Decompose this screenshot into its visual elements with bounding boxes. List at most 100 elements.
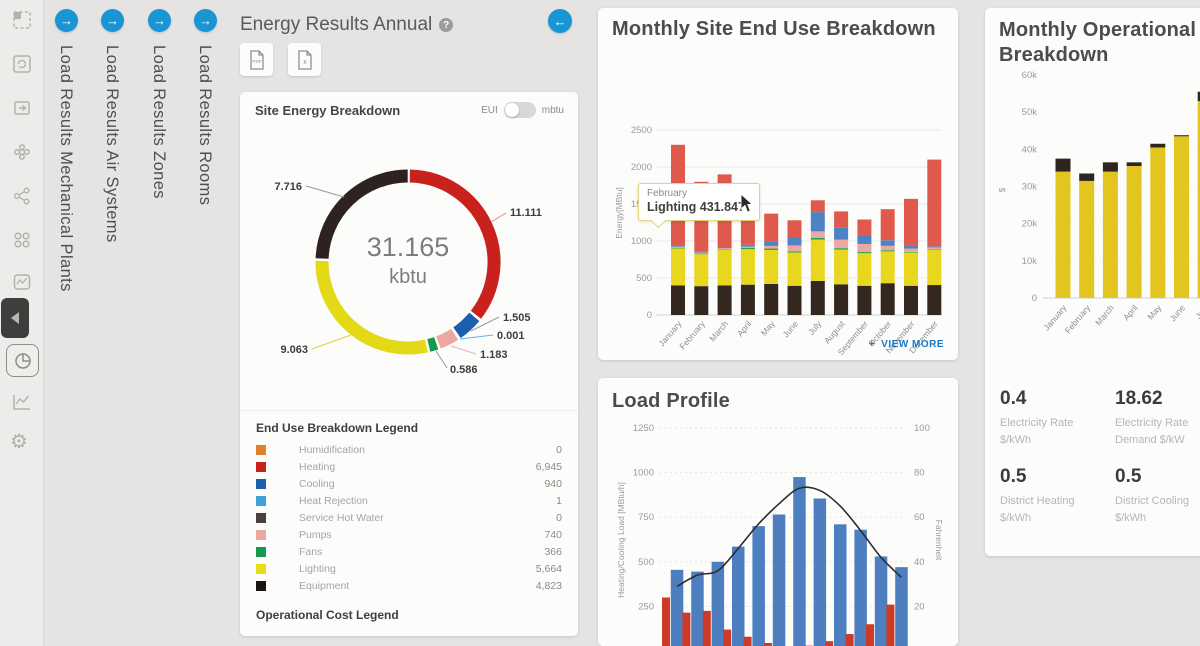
bar-segment[interactable] (810, 238, 825, 240)
cooling-bar[interactable] (752, 526, 765, 646)
bar-segment[interactable] (717, 248, 732, 250)
bar-segment[interactable] (717, 285, 732, 315)
bar-segment[interactable] (857, 235, 872, 244)
export-pdf-button[interactable]: PDF (240, 43, 273, 76)
bar-segment[interactable] (694, 251, 709, 253)
bar-segment[interactable] (904, 252, 918, 286)
bar-segment[interactable] (787, 285, 802, 315)
bar-segment[interactable] (857, 243, 872, 253)
bar-segment[interactable] (880, 250, 895, 252)
cooling-bar[interactable] (772, 514, 786, 646)
expand-panel-button-air-systems[interactable]: → (101, 9, 124, 32)
heating-bar[interactable] (825, 641, 834, 646)
bar-segment[interactable] (810, 231, 825, 239)
bar-segment[interactable] (927, 285, 942, 315)
bar-segment[interactable] (740, 248, 755, 250)
bar-segment[interactable] (717, 249, 732, 250)
cooling-bar[interactable] (834, 524, 847, 646)
bar-segment[interactable] (857, 219, 872, 236)
cooling-bar[interactable] (854, 529, 867, 646)
bar-segment[interactable] (1174, 136, 1189, 298)
back-button[interactable]: ← (548, 9, 572, 33)
bar-segment[interactable] (810, 280, 825, 315)
cooling-bar[interactable] (670, 569, 684, 646)
bar-segment[interactable] (694, 253, 709, 255)
bar-segment[interactable] (1150, 143, 1166, 148)
bar-segment[interactable] (740, 249, 755, 285)
bar-segment[interactable] (787, 251, 802, 253)
bar-segment[interactable] (1126, 166, 1142, 298)
components-grid-icon[interactable] (10, 228, 34, 252)
bar-segment[interactable] (717, 249, 732, 286)
bar-segment[interactable] (1102, 162, 1118, 172)
bar-segment[interactable] (810, 239, 825, 281)
bar-segment[interactable] (904, 245, 918, 249)
marquee-select-icon[interactable] (10, 8, 34, 32)
donut-segment-cooling[interactable] (453, 312, 480, 339)
bar-segment[interactable] (880, 283, 895, 315)
bar-segment[interactable] (904, 198, 918, 246)
heating-bar[interactable] (702, 610, 711, 646)
bar-segment[interactable] (787, 238, 802, 246)
bar-segment[interactable] (717, 247, 732, 249)
view-more-link[interactable]: + VIEW MORE (869, 339, 944, 350)
bar-segment[interactable] (1055, 158, 1071, 172)
heating-bar[interactable] (682, 612, 691, 646)
bar-segment[interactable] (904, 251, 918, 253)
bar-segment[interactable] (787, 220, 802, 239)
heating-bar[interactable] (723, 629, 732, 646)
collapse-sidebar-button[interactable] (1, 298, 29, 338)
bar-segment[interactable] (671, 248, 685, 286)
share-nodes-icon[interactable] (10, 184, 34, 208)
heating-bar[interactable] (886, 604, 895, 646)
bar-segment[interactable] (764, 213, 779, 242)
bar-segment[interactable] (1197, 91, 1200, 102)
bar-segment[interactable] (764, 248, 779, 250)
eui-mbtu-toggle[interactable] (503, 102, 536, 118)
pie-chart-tool-button[interactable] (6, 344, 39, 377)
bar-segment[interactable] (764, 241, 779, 246)
bar-segment[interactable] (927, 247, 942, 250)
cooling-bar[interactable] (711, 561, 725, 646)
bar-segment[interactable] (1150, 147, 1166, 298)
bar-segment[interactable] (880, 240, 895, 246)
bar-segment[interactable] (671, 285, 685, 315)
expand-panel-button-rooms[interactable]: → (194, 9, 217, 32)
donut-segment-pumps[interactable] (436, 328, 459, 349)
bar-segment[interactable] (834, 227, 849, 240)
bar-segment[interactable] (1055, 171, 1071, 298)
bar-segment[interactable] (904, 285, 918, 315)
donut-segment-lighting[interactable] (315, 260, 428, 355)
heating-bar[interactable] (764, 642, 772, 646)
hvac-system-icon[interactable] (10, 140, 34, 164)
bar-segment[interactable] (834, 211, 849, 228)
bar-segment[interactable] (927, 246, 942, 248)
bar-segment[interactable] (671, 245, 685, 247)
bar-segment[interactable] (880, 245, 895, 251)
bar-segment[interactable] (1197, 101, 1200, 299)
donut-segment-equipment[interactable] (315, 169, 408, 259)
bar-segment[interactable] (787, 252, 802, 286)
bar-segment[interactable] (857, 252, 872, 254)
export-panel-icon[interactable] (10, 96, 34, 120)
bar-segment[interactable] (810, 212, 825, 232)
bar-segment[interactable] (671, 246, 685, 248)
bar-segment[interactable] (764, 249, 779, 284)
bar-segment[interactable] (694, 286, 709, 315)
bar-segment[interactable] (787, 245, 802, 252)
cooling-bar[interactable] (793, 477, 806, 646)
bar-segment[interactable] (904, 248, 918, 252)
bar-segment[interactable] (834, 284, 849, 315)
bar-segment[interactable] (1126, 162, 1142, 167)
cooling-bar[interactable] (732, 546, 745, 646)
panel-label-mechanical-plants[interactable]: Load Results Mechanical Plants (57, 45, 75, 292)
bar-segment[interactable] (740, 244, 755, 247)
donut-segment-heating[interactable] (409, 169, 501, 319)
bar-segment[interactable] (1102, 171, 1118, 298)
bar-segment[interactable] (694, 254, 709, 287)
settings-gear-icon[interactable]: ⚙ (10, 431, 28, 453)
bar-segment[interactable] (764, 245, 779, 249)
bar-segment[interactable] (1174, 135, 1189, 137)
cooling-bar[interactable] (813, 498, 827, 646)
bar-segment[interactable] (927, 249, 942, 250)
